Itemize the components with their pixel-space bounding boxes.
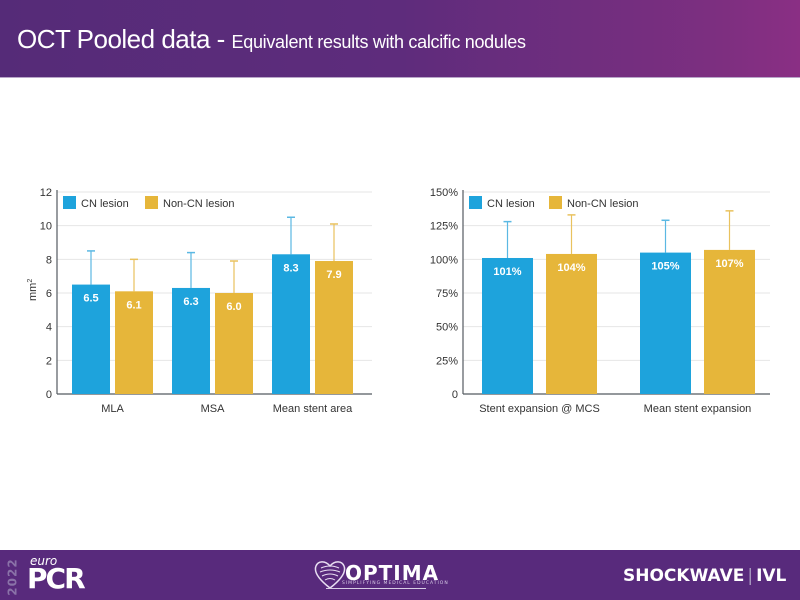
legend-label: CN lesion bbox=[81, 198, 129, 210]
y-tick-label: 12 bbox=[40, 187, 52, 199]
bar-value-label: 107% bbox=[715, 258, 743, 270]
optima-tagline: SIMPLIFYING MEDICAL EDUCATION bbox=[342, 581, 449, 586]
x-tick-label: Mean stent expansion bbox=[644, 403, 752, 415]
optima-underline bbox=[326, 588, 426, 589]
slide-title: OCT Pooled data - Equivalent results wit… bbox=[17, 24, 526, 55]
optima-heart-icon bbox=[314, 561, 346, 589]
legend-label: Non-CN lesion bbox=[163, 198, 235, 210]
legend-label: CN lesion bbox=[487, 198, 535, 210]
y-tick-label: 8 bbox=[46, 254, 52, 266]
ivl-label: IVL bbox=[756, 566, 787, 586]
bar-cn bbox=[172, 287, 210, 394]
bar-cn bbox=[640, 252, 691, 394]
bar-value-label: 105% bbox=[651, 261, 679, 273]
y-tick-label: 100% bbox=[430, 254, 458, 266]
legend-swatch bbox=[469, 196, 482, 209]
bar-value-label: 8.3 bbox=[283, 262, 298, 274]
title-main: OCT Pooled data - bbox=[17, 24, 232, 54]
bar-non-cn bbox=[546, 253, 597, 394]
legend-swatch bbox=[63, 196, 76, 209]
y-tick-label: 75% bbox=[436, 288, 458, 300]
slide-footer bbox=[0, 550, 800, 600]
logo-separator: | bbox=[747, 566, 754, 586]
y-tick-label: 4 bbox=[46, 322, 52, 334]
bar-value-label: 7.9 bbox=[326, 269, 341, 281]
chart-stent-expansion: 0 25% 50% 75% 100% 125% 150% 101% 104% Stent expa… bbox=[430, 187, 770, 415]
bar-non-cn bbox=[315, 261, 353, 394]
legend-label: Non-CN lesion bbox=[567, 198, 639, 210]
x-tick-label: Stent expansion @ MCS bbox=[479, 403, 600, 415]
bar-non-cn bbox=[115, 291, 153, 394]
legend-swatch bbox=[145, 196, 158, 209]
y-tick-label: 0 bbox=[46, 389, 52, 401]
x-tick-label: MLA bbox=[101, 403, 124, 415]
bar-cn bbox=[72, 284, 110, 394]
chart-area-mm2: 0 2 4 6 8 10 12 mm2 6.5 6.1 MLA 6.3 6.0 MSA 8.3 7.9 Mean… bbox=[27, 187, 372, 415]
y-tick-label: 2 bbox=[46, 355, 52, 367]
legend-swatch bbox=[549, 196, 562, 209]
europcr-euro-label: euro bbox=[30, 554, 58, 568]
europcr-year: 2022 bbox=[6, 556, 20, 596]
x-tick-label: Mean stent area bbox=[273, 403, 353, 415]
x-tick-label: MSA bbox=[201, 403, 226, 415]
y-tick-label: 150% bbox=[430, 187, 458, 199]
europcr-year-text: 2022 bbox=[5, 558, 20, 596]
bar-value-label: 6.5 bbox=[83, 293, 98, 305]
bar-value-label: 6.3 bbox=[183, 296, 198, 308]
y-tick-label: 6 bbox=[46, 288, 52, 300]
y-tick-label: 125% bbox=[430, 221, 458, 233]
y-tick-label: 10 bbox=[40, 221, 52, 233]
bar-cn bbox=[482, 257, 533, 394]
bar-non-cn bbox=[704, 249, 755, 394]
shockwave-ivl-logo: SHOCKWAVE | IVL bbox=[623, 566, 786, 586]
y-axis-label: mm2 bbox=[27, 279, 39, 301]
y-tick-label: 25% bbox=[436, 355, 458, 367]
y-tick-label: 50% bbox=[436, 322, 458, 334]
europcr-logo: PCR bbox=[27, 562, 86, 595]
title-subtitle: Equivalent results with calcific nodules bbox=[231, 32, 526, 52]
bar-value-label: 101% bbox=[493, 266, 521, 278]
y-tick-label: 0 bbox=[452, 389, 458, 401]
bar-value-label: 6.0 bbox=[226, 301, 241, 313]
bar-cn bbox=[272, 254, 310, 394]
slide-header: OCT Pooled data - Equivalent results wit… bbox=[0, 0, 800, 78]
shockwave-label: SHOCKWAVE bbox=[623, 566, 745, 586]
bar-value-label: 104% bbox=[557, 262, 585, 274]
bar-non-cn bbox=[215, 293, 253, 394]
optima-logo: OPTIMA bbox=[345, 561, 440, 585]
bar-value-label: 6.1 bbox=[126, 299, 141, 311]
